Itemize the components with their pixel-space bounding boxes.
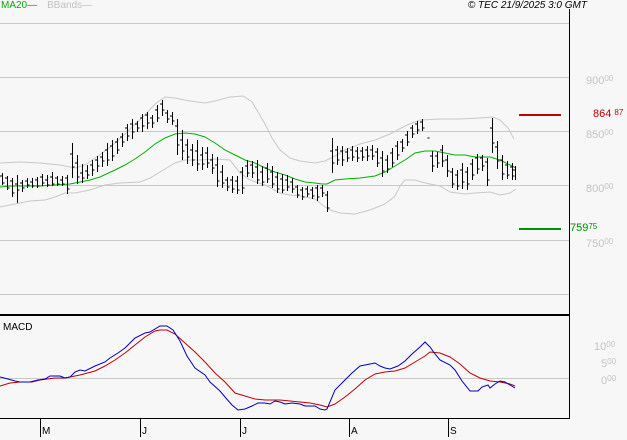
bollinger-bands: [0, 95, 517, 215]
macd-axis-label-5: 500: [601, 357, 617, 370]
price-bars: [0, 100, 516, 212]
y-axis-label-750: 75000: [586, 237, 614, 250]
legend-ma20: MA20—: [1, 0, 38, 11]
y-axis-label-800: 80000: [586, 182, 614, 195]
macd-panel-title: MACD: [3, 322, 33, 333]
macd-axis-label-0: 000: [601, 374, 617, 387]
ma20-line: [0, 132, 517, 188]
x-axis-label-june: J: [142, 426, 147, 437]
macd-axis-label-10: 1000: [594, 340, 616, 353]
y-axis-label-850: 85000: [586, 128, 614, 141]
chart-legend: MA20— BBands—: [1, 0, 92, 11]
x-axis-label-august: A: [351, 426, 358, 437]
x-axis-ticks: [40, 419, 449, 437]
macd-signal-line: [0, 329, 516, 408]
legend-bbands: BBands—: [47, 0, 93, 11]
price-gridlines: [0, 23, 569, 379]
y-axis-label-900: 90000: [586, 74, 614, 87]
x-axis-label-july: J: [242, 426, 247, 437]
macd-line: [0, 325, 516, 411]
copyright-timestamp: © TEC 21/9/2025 3:0 GMT: [467, 0, 587, 11]
support-level-label: 75975: [570, 222, 598, 234]
x-axis-label-september: S: [450, 426, 457, 437]
x-axis-label-may: M: [42, 426, 51, 437]
resistance-level-label: 864 87: [593, 108, 624, 120]
